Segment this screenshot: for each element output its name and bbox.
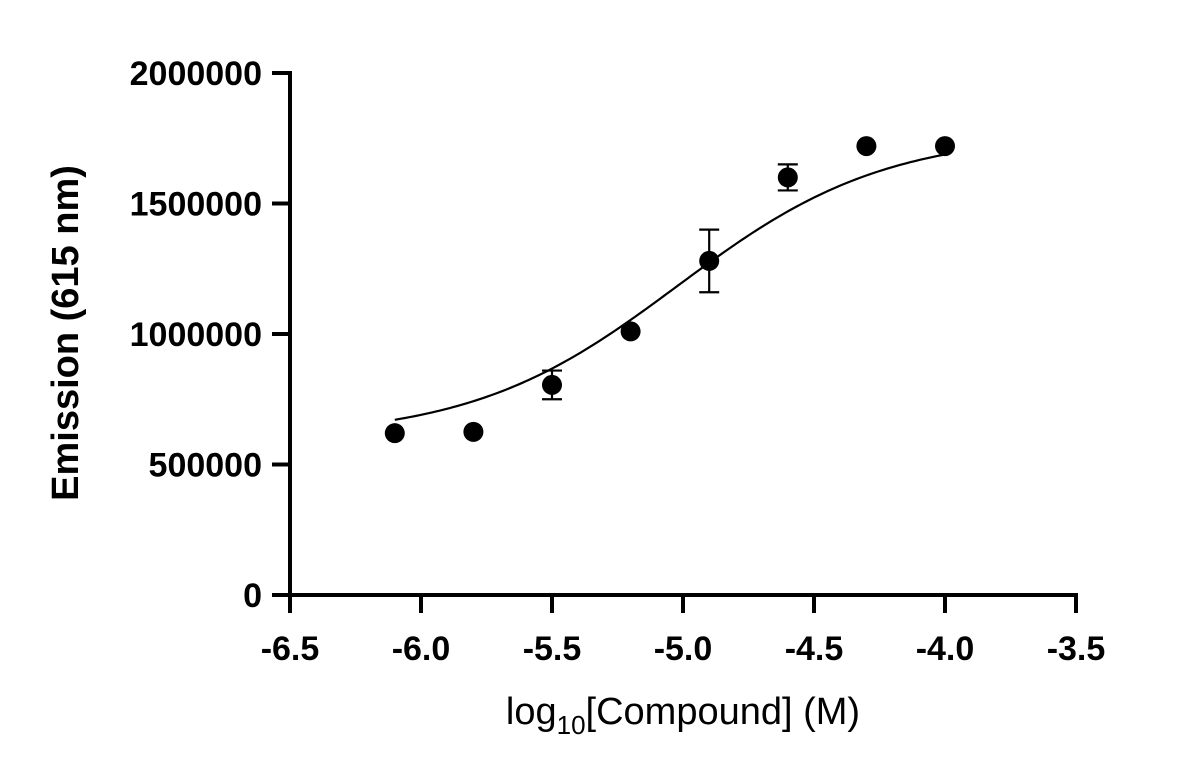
tick-labels-layer: 0 500000 1000000 1500000 2000000 -6.5 -6.0 -5.5… xyxy=(130,55,1106,668)
data-point xyxy=(699,250,720,271)
y-tick-label: 1500000 xyxy=(130,186,262,224)
x-tick-label: -6.5 xyxy=(261,630,320,668)
x-axis-label-subscript: 10 xyxy=(557,710,586,740)
y-tick-label: 2000000 xyxy=(130,55,262,93)
data-point xyxy=(935,136,955,157)
y-tick-label: 500000 xyxy=(149,447,262,485)
y-tick-label: 0 xyxy=(243,577,262,615)
data-point xyxy=(620,321,641,342)
data-points-layer xyxy=(384,136,955,444)
x-tick-label: -4.5 xyxy=(785,630,844,668)
data-point xyxy=(463,421,484,442)
data-point xyxy=(856,136,877,157)
y-tick-label: 1000000 xyxy=(130,316,262,354)
y-axis-label: Emission (615 nm) xyxy=(45,165,87,501)
x-tick-label: -4.0 xyxy=(916,630,975,668)
x-axis-label-pre: log xyxy=(506,691,557,733)
x-tick-label: -3.5 xyxy=(1047,630,1106,668)
x-tick-label: -6.0 xyxy=(392,630,451,668)
x-tick-label: -5.5 xyxy=(523,630,582,668)
x-tick-label: -5.0 xyxy=(654,630,713,668)
x-axis-label-post: [Compound] (M) xyxy=(586,691,861,733)
fit-curve-layer xyxy=(394,153,946,421)
fit-curve xyxy=(394,153,946,421)
x-axis-label: log10[Compound] (M) xyxy=(506,691,860,740)
axes xyxy=(272,71,1078,613)
data-point xyxy=(777,167,798,188)
data-point xyxy=(542,374,562,395)
data-point xyxy=(384,423,405,444)
